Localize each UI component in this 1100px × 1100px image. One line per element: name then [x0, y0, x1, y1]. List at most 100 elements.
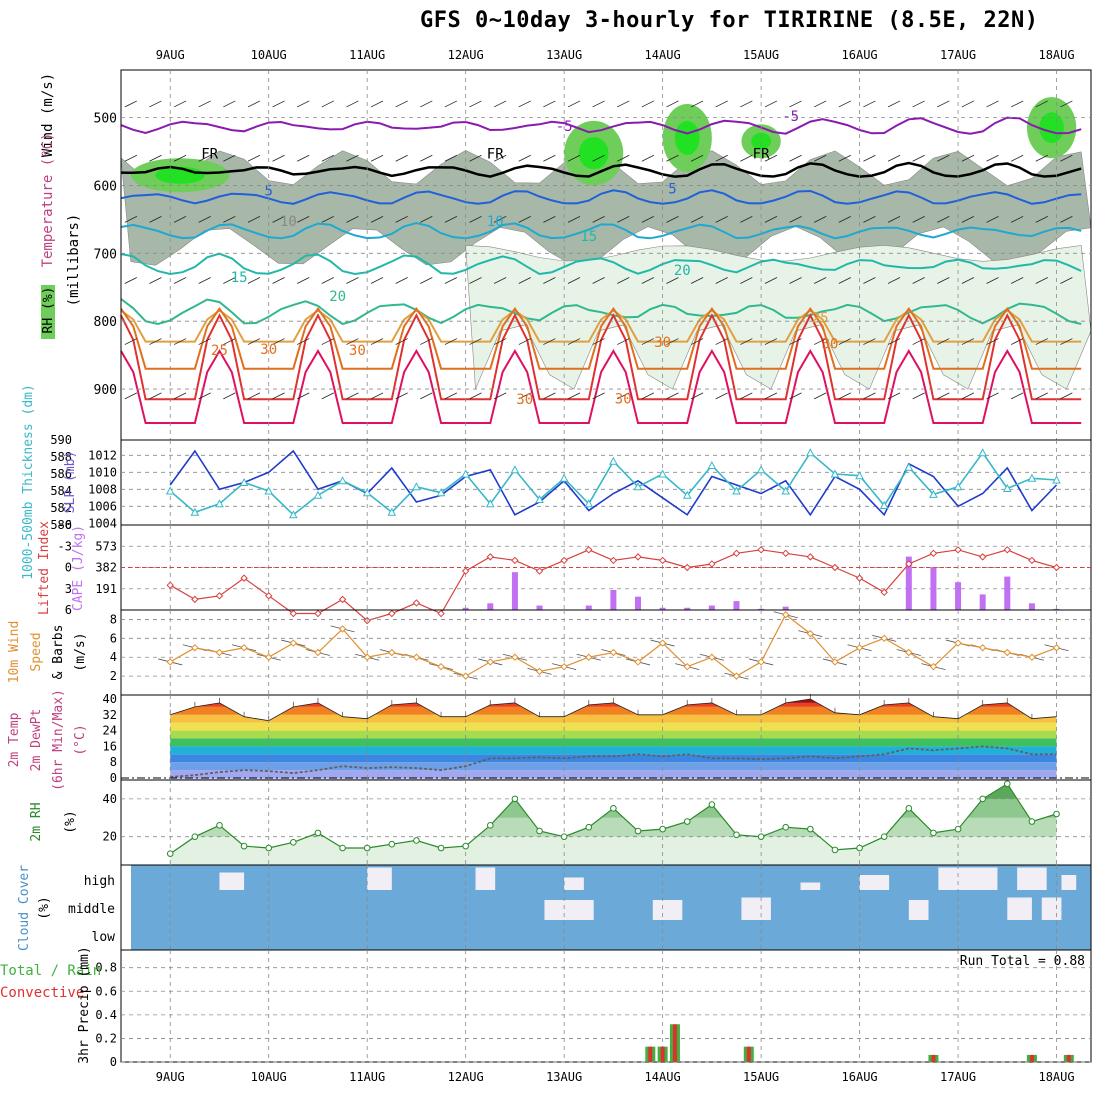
temp-color-band	[170, 702, 1057, 707]
rh-axis-label: RH (%)	[41, 287, 56, 334]
wind-barb	[1060, 154, 1073, 162]
pressure-tick-label: 700	[94, 247, 117, 262]
pressure-tick-label: 600	[94, 179, 117, 194]
wind-barb	[814, 216, 827, 223]
wind-barb	[838, 338, 851, 345]
wind-barb	[617, 154, 630, 162]
wind-barb	[444, 277, 458, 284]
cape-bar	[1028, 603, 1035, 610]
thickness-tick-label: 582	[50, 501, 72, 515]
thickness-marker	[732, 486, 741, 495]
lifted-index-marker	[978, 553, 987, 561]
rh2m-marker	[979, 795, 986, 803]
wind-barb	[346, 100, 359, 108]
precip-tick-label: 0.4	[95, 1008, 117, 1022]
wind-barb	[838, 277, 851, 284]
wind-barb	[124, 392, 138, 400]
thickness-marker	[633, 482, 643, 491]
high-cloud-block	[1061, 875, 1077, 890]
top-date-label: 12AUG	[448, 48, 484, 62]
thickness-tick-label: 580	[50, 518, 72, 532]
wind-barb	[690, 277, 704, 284]
wind-barb	[346, 392, 359, 400]
wind-barb	[961, 154, 975, 162]
wind10m-axis-label: 10m Wind	[7, 621, 22, 684]
wind-barb	[863, 154, 876, 162]
slp-panel-frame	[120, 439, 1092, 526]
wind-barb	[789, 100, 802, 108]
wind-barb	[666, 392, 679, 400]
wind-barb	[124, 154, 138, 162]
wind-barb	[912, 154, 925, 162]
slp-tick-label: 1004	[88, 516, 117, 530]
cape-bar	[782, 606, 789, 610]
wind-barb	[272, 338, 285, 345]
wind-barb	[297, 277, 310, 284]
wind-speed-marker	[880, 634, 888, 643]
cape-tick-label: 573	[95, 539, 117, 553]
temp-color-band	[170, 730, 1057, 739]
cape-bar	[1004, 576, 1011, 610]
lifted-index-marker	[1003, 546, 1012, 554]
wind-barb	[1035, 277, 1048, 284]
lifted-index-marker	[486, 553, 494, 561]
wind-barb	[149, 154, 162, 162]
lifted-index-tick-label: 3	[65, 582, 72, 596]
thickness-marker	[288, 510, 298, 519]
rh2m-marker	[388, 840, 396, 848]
cape-bar	[758, 608, 765, 610]
wind-barb	[321, 338, 334, 345]
wind-barb	[247, 392, 261, 400]
wind-speed-marker	[609, 648, 618, 657]
temp-units-axis-label: (°C)	[73, 724, 88, 755]
wind-barb	[838, 392, 851, 400]
cape-bar	[979, 594, 986, 610]
wind-barb	[469, 277, 482, 284]
cape-bar	[536, 605, 543, 610]
top-date-label: 16AUG	[842, 48, 878, 62]
wind-barb	[1035, 338, 1048, 345]
cape-bar	[1053, 608, 1060, 610]
wind-barb	[715, 216, 728, 223]
thickness-marker	[781, 486, 791, 495]
precip-tick-label: 0.8	[95, 961, 117, 975]
wind-barb	[715, 154, 728, 162]
rh2m-marker	[560, 833, 568, 840]
rh2m-marker	[437, 844, 445, 852]
lifted-index-marker	[732, 549, 741, 558]
wind-barb	[198, 216, 211, 223]
wind-barb	[666, 100, 679, 108]
wind-speed-marker	[1003, 648, 1012, 657]
wind-barb	[223, 216, 236, 223]
chart-title: GFS 0~10day 3-hourly for TIRIRINE (8.5E,…	[420, 8, 1039, 33]
rh-shading	[120, 150, 1092, 267]
wind-barb	[986, 216, 999, 223]
wind-barb	[789, 154, 802, 162]
wind-barb	[740, 100, 753, 108]
isotherm-line	[120, 189, 1082, 205]
lifted-index-marker	[658, 556, 667, 565]
wind-barb	[420, 154, 433, 162]
wind-barb	[370, 392, 384, 400]
top-date-label: 9AUG	[156, 48, 185, 62]
rh2m-marker	[954, 825, 962, 833]
wind-barb	[469, 338, 482, 345]
wind-tick-label: 8	[110, 612, 117, 626]
temp-color-band	[170, 714, 1057, 723]
wind-tick-label: 6	[110, 631, 117, 645]
temp-color-band	[170, 778, 1057, 780]
wind-barb	[272, 216, 285, 223]
wind-speed-marker	[338, 625, 347, 633]
isotherm-line	[120, 161, 1082, 178]
pressure-axis-label: (millibars)	[66, 214, 82, 307]
cape-bar	[684, 607, 691, 610]
wind-barb	[420, 338, 433, 345]
dewpoint-line	[170, 745, 1057, 778]
wind-barb	[814, 277, 827, 284]
rh2m-marker	[856, 844, 863, 852]
thickness-marker	[165, 486, 175, 495]
wind-barb	[321, 100, 334, 108]
wind-barb	[247, 100, 261, 108]
lifted-index-marker	[560, 556, 568, 565]
rh-tick-label: 40	[103, 792, 117, 806]
